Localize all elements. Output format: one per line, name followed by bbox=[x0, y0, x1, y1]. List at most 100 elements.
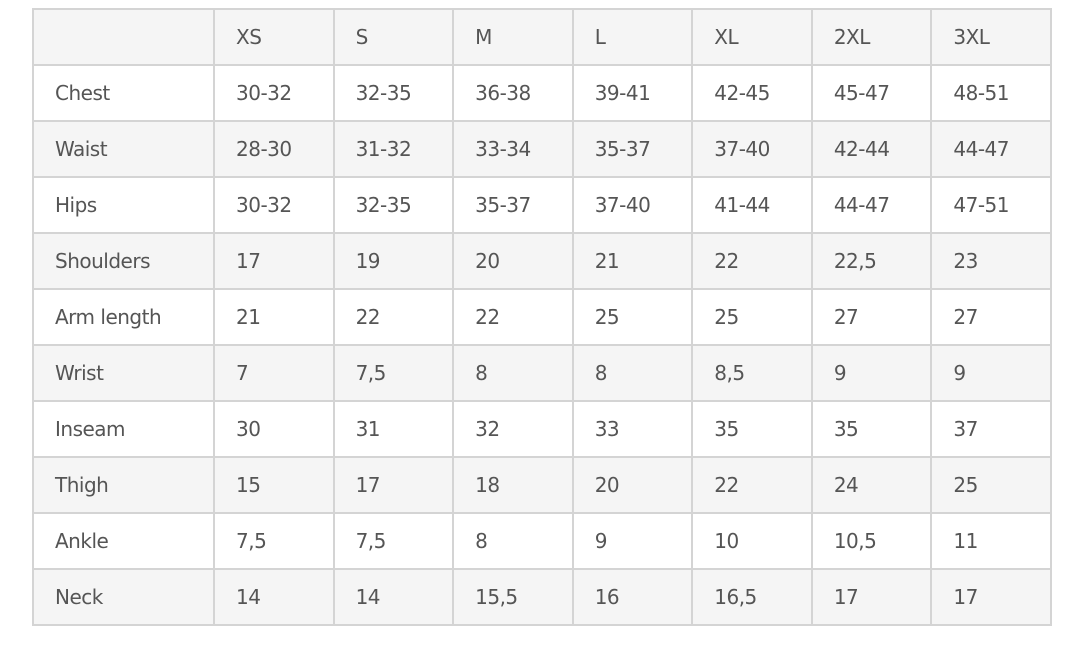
table-cell: 14 bbox=[332, 568, 455, 626]
table-cell: 9 bbox=[810, 344, 933, 402]
table-cell: 22 bbox=[691, 456, 813, 514]
table-cell: 17 bbox=[213, 232, 335, 290]
table-cell: 8 bbox=[452, 512, 574, 570]
table-cell: 22,5 bbox=[810, 232, 933, 290]
table-cell: 39-41 bbox=[571, 64, 694, 122]
table-cell: 35-37 bbox=[452, 176, 574, 234]
table-cell: 7,5 bbox=[332, 344, 455, 402]
table-row: Waist 28-30 31-32 33-34 35-37 37-40 42-44 44-47 bbox=[32, 120, 1052, 178]
table-cell: 32 bbox=[452, 400, 574, 458]
column-header: XL bbox=[691, 8, 813, 66]
table-cell: 35-37 bbox=[571, 120, 694, 178]
table-cell: 17 bbox=[810, 568, 933, 626]
table-cell: 17 bbox=[332, 456, 455, 514]
table-cell: 25 bbox=[930, 456, 1052, 514]
table-cell: 31-32 bbox=[332, 120, 455, 178]
table-cell: 20 bbox=[571, 456, 694, 514]
column-header: 2XL bbox=[810, 8, 933, 66]
table-cell: 20 bbox=[452, 232, 574, 290]
table-cell: 36-38 bbox=[452, 64, 574, 122]
table-cell: 30-32 bbox=[213, 176, 335, 234]
table-cell: 30-32 bbox=[213, 64, 335, 122]
table-cell: 17 bbox=[930, 568, 1052, 626]
table-cell: 21 bbox=[213, 288, 335, 346]
column-header: M bbox=[452, 8, 574, 66]
table-row: Arm length 21 22 22 25 25 27 27 bbox=[32, 288, 1052, 346]
table-cell: 22 bbox=[332, 288, 455, 346]
table-cell: 8 bbox=[571, 344, 694, 402]
table-cell: 7 bbox=[213, 344, 335, 402]
table-cell: 33 bbox=[571, 400, 694, 458]
table-cell: 42-45 bbox=[691, 64, 813, 122]
row-label: Shoulders bbox=[32, 232, 215, 290]
size-chart-table: XS S M L XL 2XL 3XL Chest 30-32 32-35 36-38 39-41 4… bbox=[32, 8, 1052, 626]
table-cell: 44-47 bbox=[930, 120, 1052, 178]
table-cell: 47-51 bbox=[930, 176, 1052, 234]
table-cell: 10 bbox=[691, 512, 813, 570]
table-cell: 30 bbox=[213, 400, 335, 458]
table-cell: 32-35 bbox=[332, 176, 455, 234]
table-cell: 8 bbox=[452, 344, 574, 402]
table-cell: 21 bbox=[571, 232, 694, 290]
table-cell: 15,5 bbox=[452, 568, 574, 626]
row-label: Hips bbox=[32, 176, 215, 234]
table-cell: 10,5 bbox=[810, 512, 933, 570]
table-cell: 37-40 bbox=[571, 176, 694, 234]
table-cell: 25 bbox=[571, 288, 694, 346]
table-row: Neck 14 14 15,5 16 16,5 17 17 bbox=[32, 568, 1052, 626]
row-label: Inseam bbox=[32, 400, 215, 458]
table-row: Wrist 7 7,5 8 8 8,5 9 9 bbox=[32, 344, 1052, 402]
header-row: XS S M L XL 2XL 3XL bbox=[32, 8, 1052, 66]
column-header: XS bbox=[213, 8, 335, 66]
column-header: 3XL bbox=[930, 8, 1052, 66]
column-header: L bbox=[571, 8, 694, 66]
table-cell: 15 bbox=[213, 456, 335, 514]
table-cell: 27 bbox=[930, 288, 1052, 346]
row-label: Wrist bbox=[32, 344, 215, 402]
row-label: Neck bbox=[32, 568, 215, 626]
column-header: S bbox=[332, 8, 455, 66]
table-cell: 37 bbox=[930, 400, 1052, 458]
table-cell: 33-34 bbox=[452, 120, 574, 178]
table-cell: 35 bbox=[691, 400, 813, 458]
table-cell: 42-44 bbox=[810, 120, 933, 178]
table-cell: 16 bbox=[571, 568, 694, 626]
table-row: Inseam 30 31 32 33 35 35 37 bbox=[32, 400, 1052, 458]
table-cell: 9 bbox=[571, 512, 694, 570]
table-cell: 23 bbox=[930, 232, 1052, 290]
table-cell: 37-40 bbox=[691, 120, 813, 178]
table-cell: 24 bbox=[810, 456, 933, 514]
table-cell: 8,5 bbox=[691, 344, 813, 402]
table-row: Thigh 15 17 18 20 22 24 25 bbox=[32, 456, 1052, 514]
table-cell: 14 bbox=[213, 568, 335, 626]
table-cell: 7,5 bbox=[213, 512, 335, 570]
table-cell: 45-47 bbox=[810, 64, 933, 122]
table-cell: 19 bbox=[332, 232, 455, 290]
table-row: Ankle 7,5 7,5 8 9 10 10,5 11 bbox=[32, 512, 1052, 570]
row-label: Ankle bbox=[32, 512, 215, 570]
row-label: Thigh bbox=[32, 456, 215, 514]
column-header bbox=[32, 8, 215, 66]
table-cell: 9 bbox=[930, 344, 1052, 402]
table-cell: 35 bbox=[810, 400, 933, 458]
table-cell: 16,5 bbox=[691, 568, 813, 626]
table-cell: 22 bbox=[452, 288, 574, 346]
table-cell: 11 bbox=[930, 512, 1052, 570]
table-cell: 32-35 bbox=[332, 64, 455, 122]
row-label: Arm length bbox=[32, 288, 215, 346]
table-cell: 44-47 bbox=[810, 176, 933, 234]
table-cell: 22 bbox=[691, 232, 813, 290]
row-label: Chest bbox=[32, 64, 215, 122]
table-cell: 31 bbox=[332, 400, 455, 458]
table-row: Chest 30-32 32-35 36-38 39-41 42-45 45-47 48-51 bbox=[32, 64, 1052, 122]
table-cell: 41-44 bbox=[691, 176, 813, 234]
table-cell: 18 bbox=[452, 456, 574, 514]
table-cell: 27 bbox=[810, 288, 933, 346]
table-cell: 28-30 bbox=[213, 120, 335, 178]
table-row: Hips 30-32 32-35 35-37 37-40 41-44 44-47 47-51 bbox=[32, 176, 1052, 234]
table-row: Shoulders 17 19 20 21 22 22,5 23 bbox=[32, 232, 1052, 290]
row-label: Waist bbox=[32, 120, 215, 178]
table-cell: 7,5 bbox=[332, 512, 455, 570]
table-cell: 25 bbox=[691, 288, 813, 346]
table-cell: 48-51 bbox=[930, 64, 1052, 122]
